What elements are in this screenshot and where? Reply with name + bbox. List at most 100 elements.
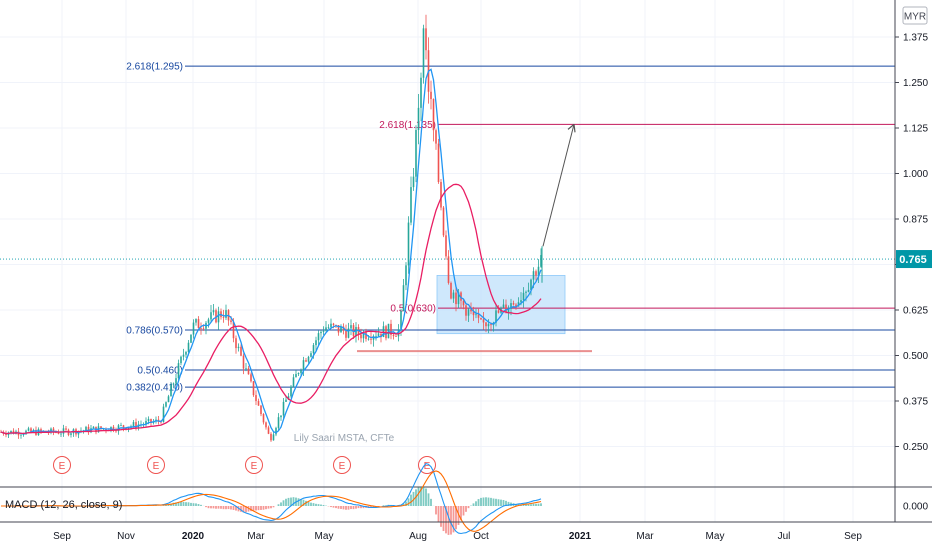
candle-body	[115, 430, 117, 432]
macd-histogram-bar	[187, 502, 190, 506]
candle-body	[240, 346, 242, 356]
macd-histogram-bar	[460, 506, 462, 521]
candle-body	[447, 256, 450, 283]
macd-histogram-bar	[307, 501, 310, 506]
macd-histogram-bar	[482, 497, 485, 506]
macd-histogram-bar	[200, 504, 202, 506]
candle-body	[305, 360, 307, 362]
y-tick-label: 0.625	[903, 306, 928, 317]
x-tick-label: Oct	[473, 531, 489, 542]
candle-body	[180, 356, 182, 364]
candle-body	[242, 355, 245, 369]
candle-body	[340, 326, 342, 333]
macd-histogram-bar	[502, 500, 505, 506]
candle-body	[200, 328, 202, 329]
macd-histogram-bar	[540, 503, 542, 506]
macd-histogram-bar	[285, 498, 287, 506]
candle-body	[417, 107, 420, 131]
candle-body	[390, 323, 392, 335]
candle-body	[145, 420, 147, 425]
candle-body	[182, 354, 185, 357]
fib-label: 0.786(0.570)	[126, 326, 183, 337]
candle-body	[507, 308, 510, 313]
candle-body	[477, 314, 480, 318]
macd-histogram-bar	[382, 505, 385, 506]
candle-body	[290, 386, 292, 397]
macd-histogram-bar	[302, 499, 305, 506]
candle-body	[60, 433, 62, 435]
macd-histogram-bar	[462, 506, 465, 516]
candle-body	[440, 181, 442, 208]
earnings-event-label: E	[59, 461, 66, 472]
candle-body	[245, 368, 247, 370]
macd-histogram-bar	[507, 501, 510, 506]
candle-body	[215, 310, 217, 323]
macd-histogram-bar	[497, 499, 500, 506]
macd-histogram-bar	[422, 487, 425, 506]
macd-histogram-bar	[440, 506, 442, 527]
candle-body	[100, 426, 102, 429]
candle-body	[70, 433, 72, 435]
macd-histogram-bar	[385, 505, 387, 506]
candle-body	[292, 377, 295, 387]
macd-histogram-bar	[177, 501, 180, 506]
candle-body	[317, 333, 320, 341]
candle-body	[260, 405, 262, 415]
candle-body	[312, 345, 315, 354]
candle-body	[487, 324, 490, 327]
earnings-event-label: E	[424, 461, 431, 472]
macd-histogram-bar	[490, 497, 492, 506]
candle-body	[12, 430, 15, 434]
candle-body	[510, 303, 512, 309]
candle-body	[392, 334, 395, 337]
macd-histogram-bar	[315, 503, 317, 506]
candle-body	[177, 363, 180, 379]
candle-body	[355, 327, 357, 337]
candle-body	[360, 334, 362, 339]
candle-body	[190, 334, 192, 343]
candle-body	[282, 401, 285, 416]
y-tick-label: 0.250	[903, 442, 928, 453]
earnings-event-label: E	[339, 461, 346, 472]
x-tick-label: 2020	[182, 531, 205, 542]
candle-body	[337, 325, 340, 333]
candle-body	[175, 378, 177, 384]
y-tick-label: 0.375	[903, 397, 928, 408]
candle-body	[457, 292, 460, 305]
macd-histogram-bar	[442, 506, 445, 532]
earnings-event-marker	[53, 456, 71, 474]
candle-body	[475, 314, 477, 316]
macd-histogram-bar	[170, 503, 172, 506]
price-tag	[896, 250, 932, 269]
candle-body	[532, 271, 535, 280]
macd-histogram-bar	[185, 502, 187, 506]
candle-body	[327, 327, 330, 329]
macd-histogram-bar	[340, 506, 342, 509]
macd-histogram-bar	[262, 506, 265, 510]
macd-histogram-bar	[172, 502, 175, 506]
macd-histogram-bar	[417, 487, 420, 506]
candle-body	[257, 401, 260, 406]
candle-body	[480, 317, 482, 320]
candle-body	[405, 265, 407, 286]
candle-body	[170, 384, 172, 397]
macd-histogram-bar	[260, 506, 262, 510]
macd-histogram-bar	[350, 506, 352, 510]
candle-body	[350, 325, 352, 329]
candle-body	[520, 300, 522, 303]
candle-body	[412, 176, 415, 188]
fib-label: 0.5(0.460)	[137, 366, 183, 377]
earnings-event-label: E	[251, 461, 258, 472]
watermark: Lily Saari MSTA, CFTe	[294, 433, 395, 444]
macd-histogram-bar	[522, 504, 525, 506]
macd-histogram-bar	[430, 498, 432, 506]
macd-histogram-bar	[472, 503, 475, 506]
macd-histogram-bar	[532, 503, 535, 506]
macd-histogram-bar	[235, 506, 237, 511]
candle-body	[445, 235, 447, 257]
macd-histogram-bar	[272, 506, 275, 508]
macd-histogram-bar	[477, 499, 480, 506]
macd-histogram-bar	[277, 504, 280, 506]
